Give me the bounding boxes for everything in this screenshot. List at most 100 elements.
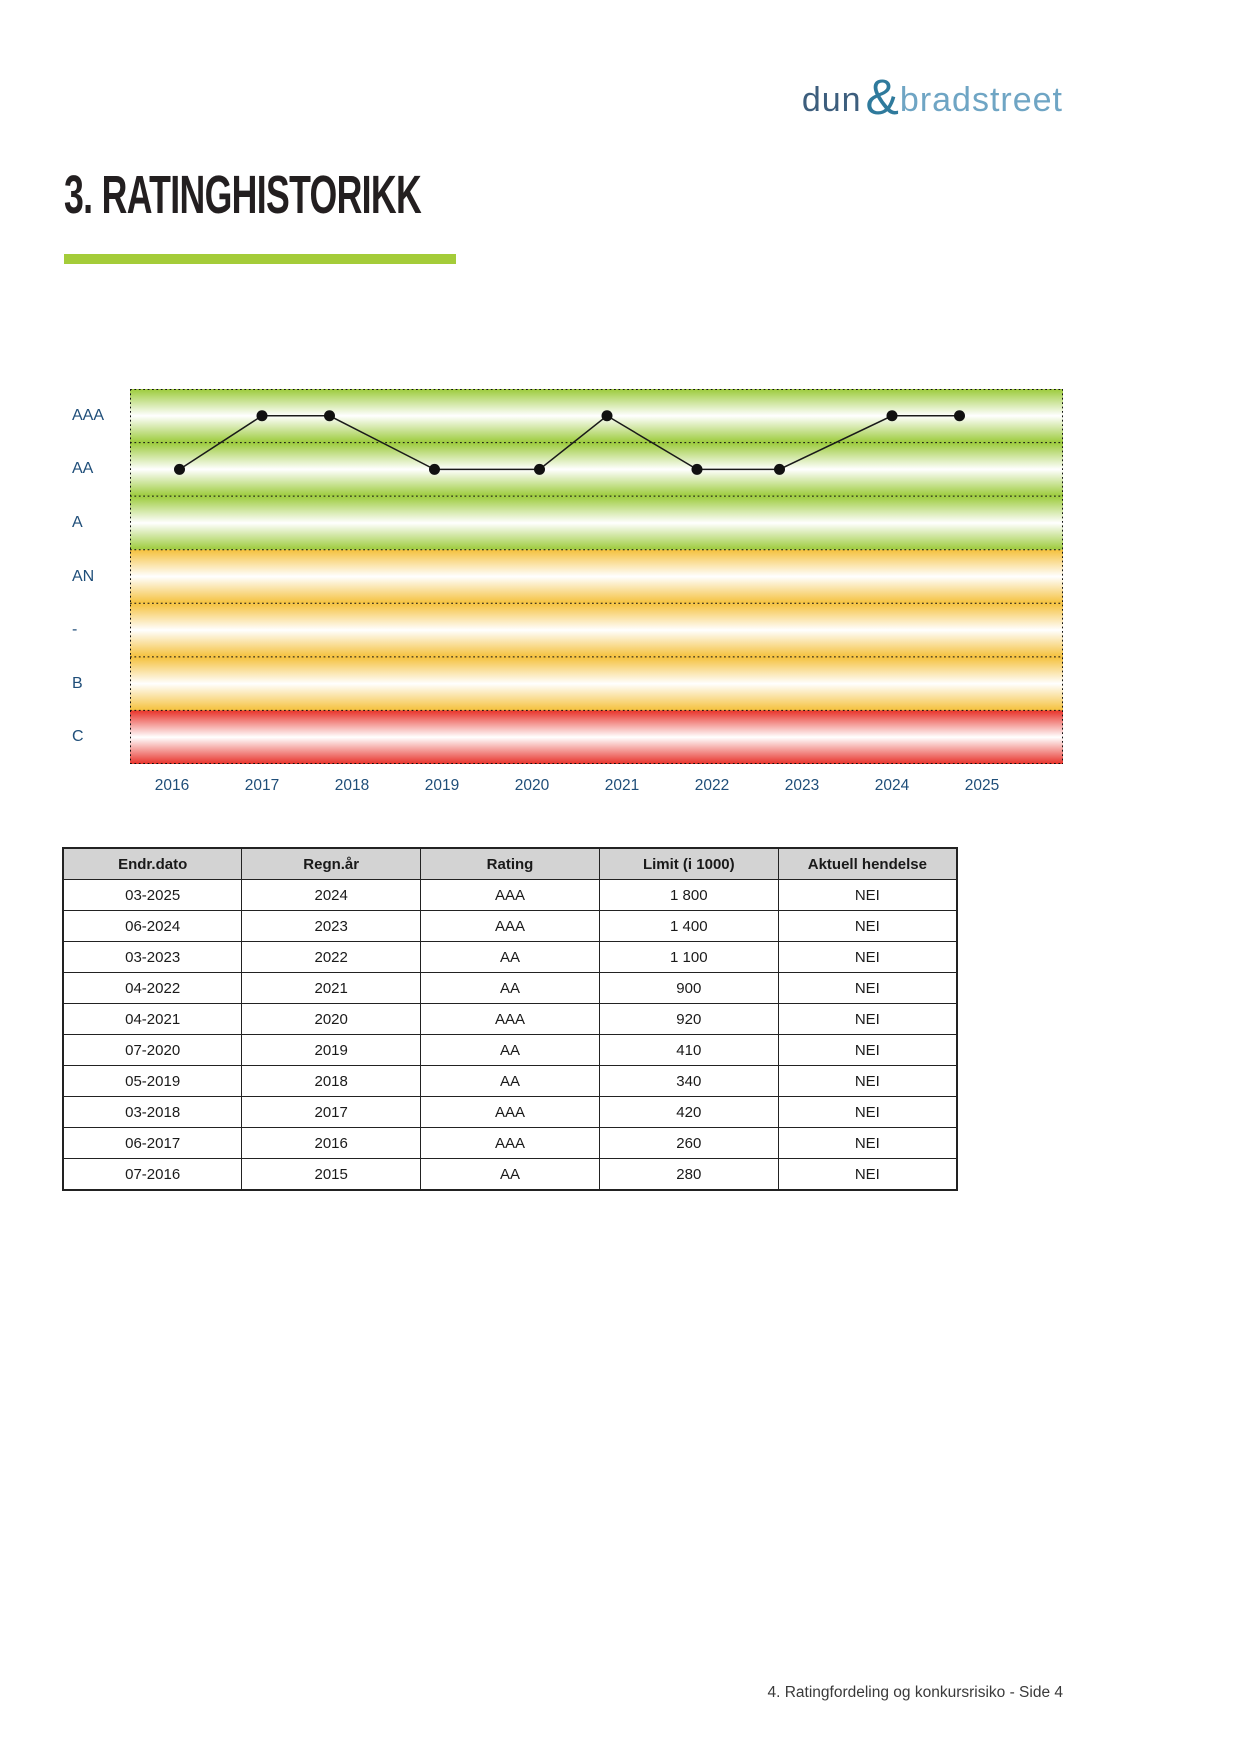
table-cell: 1 100 [598,941,779,973]
table-cell: 03-2018 [62,1096,243,1128]
x-axis-tick-label-2022: 2022 [694,777,730,794]
table-cell: AA [420,1034,600,1066]
logo-text-bradstreet: bradstreet [899,81,1063,119]
table-header-cell-endrdato: Endr.dato [62,847,243,880]
table-cell: 900 [598,972,779,1004]
table-cell: 920 [598,1003,779,1035]
table-cell: AA [420,1065,600,1097]
x-axis-tick-label-2025: 2025 [964,777,1000,794]
table-header-row: Endr.dato Regn.år Rating Limit (i 1000) Aktu… [62,847,958,880]
table-body: 03-2025 2024 AAA 1 800 NEI 06-2024 2023 AAA 1 40… [62,879,958,1191]
table-cell: 07-2020 [62,1034,243,1066]
table-cell: NEI [777,1127,958,1159]
y-axis-label-aaa: AAA [72,406,105,424]
rating-data-point-07-2016 [174,463,185,475]
table-row: 03-2023 2022 AA 1 100 NEI [62,941,958,973]
table-row: 07-2016 2015 AA 280 NEI [62,1158,958,1191]
table-cell: AA [420,941,600,973]
table-cell: NEI [777,1158,958,1191]
x-axis-tick-label-2021: 2021 [604,777,640,794]
rating-data-point-04-2021 [601,410,613,422]
table-header-cell-rating: Rating [420,847,600,880]
table-row: 04-2021 2020 AAA 920 NEI [62,1003,958,1035]
table-row: 07-2020 2019 AA 410 NEI [62,1034,958,1066]
table-row: 03-2018 2017 AAA 420 NEI [62,1096,958,1128]
y-axis-label-aa: AA [72,460,94,478]
logo-text-dun: dun [801,81,862,119]
table-cell: 06-2017 [62,1127,243,1159]
y-axis-label-a: A [72,513,83,531]
table-row: 06-2017 2016 AAA 260 NEI [62,1127,958,1159]
x-axis-tick-label-2024: 2024 [874,777,910,794]
table-cell: AAA [420,910,600,942]
table-cell: 340 [598,1065,779,1097]
logo-ampersand-icon: & [865,69,899,125]
table-cell: NEI [777,910,958,942]
rating-band-b [130,656,1063,711]
table-row: 06-2024 2023 AAA 1 400 NEI [62,910,958,942]
table-cell: 2022 [241,941,422,973]
rating-data-point-05-2019 [429,463,440,475]
table-cell: 420 [598,1096,779,1128]
table-cell: 2016 [241,1127,422,1159]
table-cell: AA [420,972,600,1004]
table-cell: AAA [420,1003,600,1035]
table-cell: 2015 [241,1158,422,1191]
rating-band-aa [130,442,1063,497]
title-accent-bar [64,254,456,264]
rating-band-dash [130,603,1063,657]
table-row: 05-2019 2018 AA 340 NEI [62,1065,958,1097]
rating-data-point-03-2018 [324,410,335,422]
table-cell: 2020 [241,1003,422,1035]
table-cell: AAA [420,1096,600,1128]
table-row: 03-2025 2024 AAA 1 800 NEI [62,879,958,911]
y-axis-label-c: C [72,728,84,746]
table-cell: 1 400 [598,910,779,942]
page-footer: 4. Ratingfordeling og konkursrisiko - Si… [767,1684,1063,1701]
rating-data-point-03-2023 [774,463,785,475]
table-cell: 2019 [241,1034,422,1066]
chart-x-axis-labels: 2016 2017 2018 2019 2020 2021 2022 2023 2024 2025 [0,777,1100,799]
x-axis-tick-label-2019: 2019 [424,777,460,794]
x-axis-tick-label-2023: 2023 [784,777,820,794]
table-cell: 410 [598,1034,779,1066]
y-axis-label-dash: - [72,621,78,639]
rating-band-aaa [130,389,1063,443]
table-cell: AA [420,1158,600,1191]
table-cell: 03-2023 [62,941,243,973]
table-cell: 2024 [241,879,422,911]
table-header-cell-limiti1000: Limit (i 1000) [598,847,779,880]
table-cell: 2021 [241,972,422,1004]
table-cell: NEI [777,1065,958,1097]
table-header: Endr.dato Regn.år Rating Limit (i 1000) Aktu… [62,847,958,880]
rating-data-point-07-2020 [534,463,545,475]
rating-history-chart [130,389,1063,764]
table-cell: NEI [777,941,958,973]
rating-data-point-04-2022 [691,463,703,475]
rating-band-c [130,710,1063,764]
rating-band-a [130,496,1063,550]
table-cell: AAA [420,1127,600,1159]
table-cell: 2017 [241,1096,422,1128]
table-cell: 2023 [241,910,422,942]
x-axis-tick-label-2020: 2020 [514,777,550,794]
x-axis-tick-label-2016: 2016 [154,777,190,794]
dun-bradstreet-logo: dun & bradstreet [802,68,1063,126]
y-axis-label-b: B [72,674,83,692]
rating-data-point-06-2017 [256,410,268,422]
page-title: 3. RATINGHISTORIKK [64,165,422,225]
table-cell: 1 800 [598,879,779,911]
table-cell: 04-2021 [62,1003,243,1035]
table-cell: 05-2019 [62,1065,243,1097]
table-cell: 06-2024 [62,910,243,942]
table-header-cell-aktuellhendelse: Aktuell hendelse [777,847,958,880]
table-cell: 07-2016 [62,1158,243,1191]
x-axis-tick-label-2017: 2017 [244,777,280,794]
table-cell: 04-2022 [62,972,243,1004]
section-title-block: 3. RATINGHISTORIKK [64,164,605,226]
table-cell: NEI [777,1034,958,1066]
table-cell: 2018 [241,1065,422,1097]
rating-data-point-06-2024 [886,410,898,422]
table-cell: AAA [420,879,600,911]
